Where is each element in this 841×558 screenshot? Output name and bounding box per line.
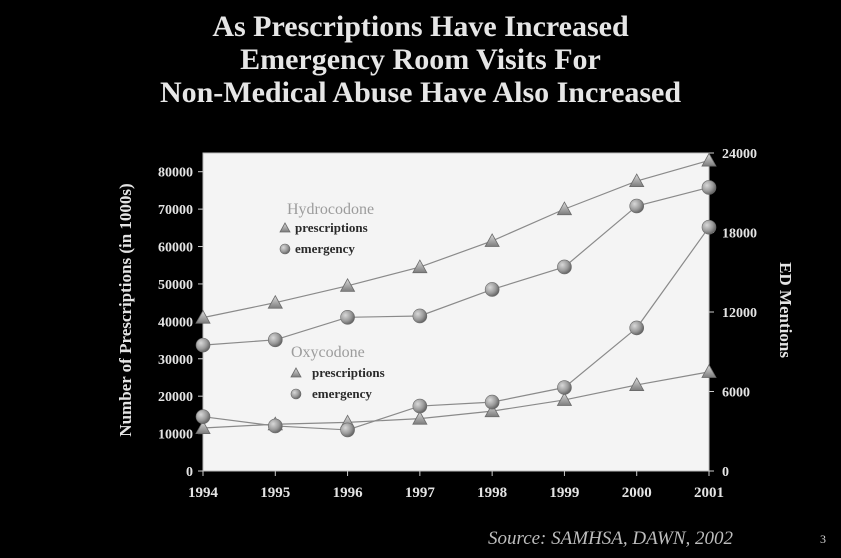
x-tick-label: 1995 xyxy=(260,485,290,501)
legend-label-oxycodone-emergency: emergency xyxy=(312,386,372,401)
legend-label-hydrocodone-prescriptions: prescriptions xyxy=(295,220,368,235)
source-note: Source: SAMHSA, DAWN, 2002 xyxy=(488,528,734,549)
hydrocodone-emergency-point xyxy=(629,198,645,214)
oxycodone-prescriptions-point xyxy=(556,392,573,406)
y-left-tick-label: 30000 xyxy=(158,353,193,368)
x-tick-label: 1998 xyxy=(477,485,507,501)
hydrocodone-emergency-point xyxy=(412,308,428,324)
legend-layer: Hydrocodone prescriptions emergency Oxycodo… xyxy=(279,201,385,401)
tick-layer: 1994 1995 1996 1997 1998 1999 2000 2001 0 10000 20… xyxy=(158,147,757,501)
hydrocodone-prescriptions-point xyxy=(556,201,573,216)
oxycodone-emergency-point xyxy=(267,418,283,434)
x-tick-label: 1997 xyxy=(405,485,436,501)
hydrocodone-prescriptions-point xyxy=(195,309,211,324)
oxycodone-emergency-point xyxy=(557,380,572,395)
x-tick-label: 2001 xyxy=(694,485,724,501)
legend-title-oxycodone: Oxycodone xyxy=(291,344,365,361)
legend-label-oxycodone-prescriptions: prescriptions xyxy=(312,365,385,380)
title-line-1: As Prescriptions Have Increased xyxy=(212,10,629,43)
y-left-tick-label: 20000 xyxy=(158,390,193,405)
hydrocodone-emergency-line xyxy=(202,186,710,346)
y-right-tick-label: 12000 xyxy=(722,306,757,321)
title-line-2: Emergency Room Visits For xyxy=(240,43,601,76)
slide-number: 3 xyxy=(820,532,826,546)
y-left-tick-label: 80000 xyxy=(158,166,193,181)
hydrocodone-prescriptions-line xyxy=(202,159,710,319)
y-left-tick-label: 70000 xyxy=(158,203,193,218)
y-right-tick-label: 18000 xyxy=(722,227,757,242)
oxycodone-prescriptions-point xyxy=(629,377,645,391)
oxycodone-emergency-point xyxy=(701,219,717,235)
hydrocodone-emergency-point xyxy=(557,259,572,275)
series-layer xyxy=(195,152,717,438)
y-left-tick-label: 50000 xyxy=(158,278,193,293)
hydrocodone-prescriptions-point xyxy=(339,277,356,292)
y-left-tick-label: 10000 xyxy=(158,428,193,443)
x-tick-label: 2000 xyxy=(622,485,652,501)
legend-title-hydrocodone: Hydrocodone xyxy=(287,201,374,218)
oxycodone-prescriptions-line xyxy=(202,371,710,429)
hydrocodone-prescriptions-point xyxy=(412,259,428,274)
oxycodone-prescriptions-point xyxy=(412,410,428,425)
hydrocodone-emergency-point xyxy=(267,332,283,348)
legend-marker-oxycodone-emergency xyxy=(290,388,302,400)
hydrocodone-prescriptions-point xyxy=(701,152,717,167)
x-tick-label: 1994 xyxy=(188,485,219,501)
y-right-tick-label: 6000 xyxy=(722,386,750,401)
y-axis-right-label: ED Mentions xyxy=(776,262,795,358)
oxycodone-emergency-point xyxy=(484,394,500,410)
y-axis-left-label: Number of Prescriptions (in 1000s) xyxy=(116,183,135,436)
hydrocodone-emergency-point xyxy=(195,337,211,353)
oxycodone-prescriptions-point xyxy=(701,364,717,378)
hydrocodone-emergency-point xyxy=(340,309,355,325)
hydrocodone-prescriptions-point xyxy=(629,173,645,188)
oxycodone-prescriptions-point xyxy=(195,420,211,434)
hydrocodone-prescriptions-point xyxy=(484,233,500,247)
y-left-tick-label: 60000 xyxy=(158,241,193,256)
title-line-3: Non-Medical Abuse Have Also Increased xyxy=(159,76,682,109)
slide-title: As Prescriptions Have Increased Emergenc… xyxy=(0,10,841,109)
y-right-tick-label: 24000 xyxy=(722,147,757,162)
oxycodone-emergency-point xyxy=(195,409,211,424)
legend-marker-hydrocodone-prescriptions xyxy=(279,222,291,233)
oxycodone-prescriptions-point xyxy=(484,403,500,418)
y-right-tick-label: 0 xyxy=(722,465,729,480)
y-left-tick-label: 0 xyxy=(186,465,193,480)
oxycodone-emergency-point xyxy=(340,422,355,438)
oxycodone-emergency-point xyxy=(412,398,428,414)
legend-marker-oxycodone-prescriptions xyxy=(290,367,302,378)
oxycodone-emergency-point xyxy=(629,320,645,336)
legend-label-hydrocodone-emergency: emergency xyxy=(295,241,355,256)
y-left-tick-label: 40000 xyxy=(158,315,193,330)
hydrocodone-emergency-point xyxy=(484,282,500,297)
x-tick-label: 1996 xyxy=(333,485,364,501)
legend-marker-hydrocodone-emergency xyxy=(279,243,291,255)
hydrocodone-emergency-point xyxy=(701,180,717,195)
x-tick-label: 1999 xyxy=(549,485,579,501)
hydrocodone-prescriptions-point xyxy=(267,294,283,309)
oxycodone-emergency-line xyxy=(202,226,710,431)
